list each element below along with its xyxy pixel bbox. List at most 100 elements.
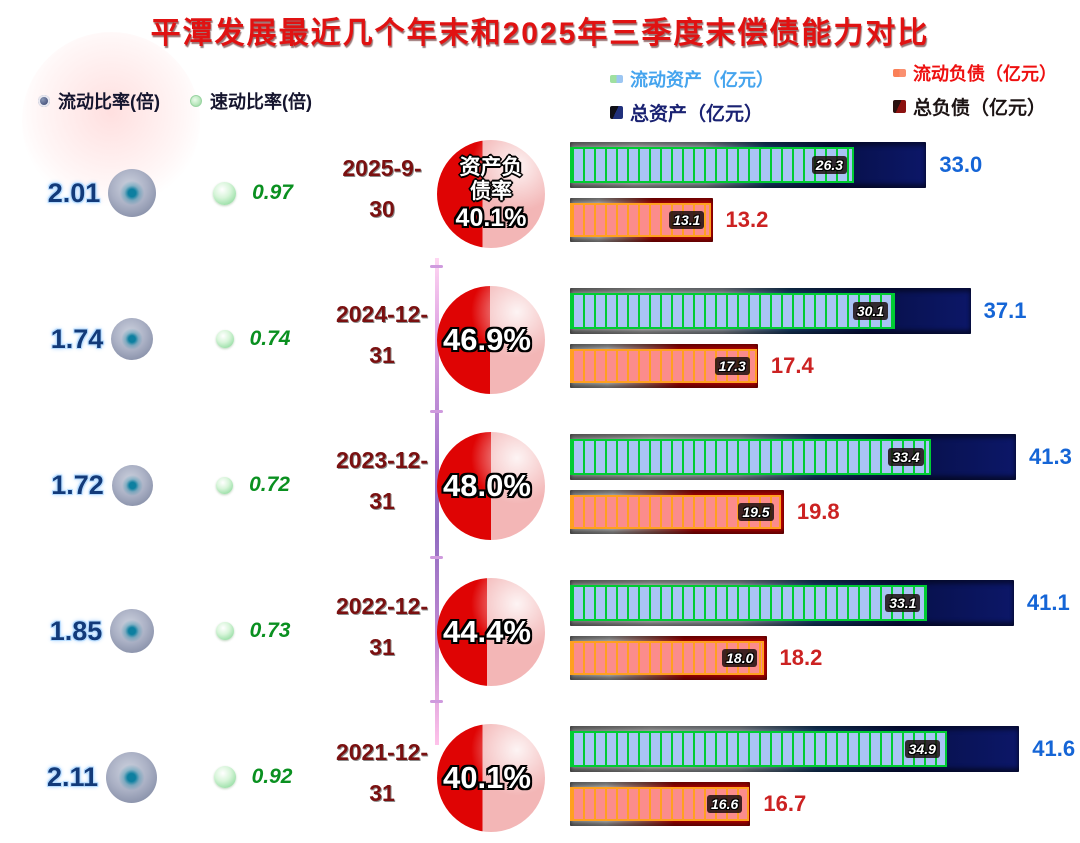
current-ratio-sphere-icon (110, 609, 155, 653)
legend-current-ratio-label: 流动比率(倍) (58, 92, 160, 112)
current-liabilities-bar: 16.6 (570, 787, 750, 821)
period-date-line2: 30 (369, 196, 395, 222)
current-ratio-sphere-icon (111, 464, 153, 506)
legend-total-assets-label: 总资产（亿元） (630, 104, 764, 125)
current-liabilities-bar: 19.5 (570, 495, 781, 529)
ratio-legend: 流动比率(倍) 速动比率(倍) (38, 88, 312, 114)
current-ratio-value: 2.01 (47, 177, 101, 208)
current-assets-value: 33.4 (888, 448, 924, 466)
total-assets-bar: 26.3 (570, 142, 927, 188)
quick-ratio-value: 0.74 (249, 327, 291, 350)
data-row: 1.85 0.73 2022-12- 31 44.4% 33.1 41.1 18… (0, 568, 1080, 714)
debt-ratio-value: 46.9% (443, 322, 531, 357)
total-assets-bar: 30.1 (570, 288, 971, 334)
liabilities-bar-row: 18.0 18.2 (570, 636, 1080, 680)
liabilities-bar-row: 19.5 19.8 (570, 490, 1080, 534)
timeline-tick (430, 556, 443, 559)
current-assets-marker-icon (610, 75, 623, 83)
current-ratio-group: 2.11 (22, 714, 182, 840)
total-assets-value: 41.1 (1026, 590, 1070, 615)
current-ratio-group: 1.72 (22, 422, 182, 548)
current-assets-value: 33.1 (885, 594, 921, 612)
debt-ratio-caption-line1: 资产负 (459, 155, 523, 179)
debt-ratio-text: 44.4% (437, 578, 545, 686)
data-row: 1.74 0.74 2024-12- 31 46.9% 30.1 37.1 17… (0, 276, 1080, 422)
total-assets-bar: 33.1 (570, 580, 1014, 626)
current-ratio-value: 1.72 (51, 469, 104, 500)
current-liabilities-value: 13.1 (669, 211, 705, 229)
period-date-line2: 31 (369, 342, 395, 368)
period-date-line2: 31 (369, 634, 395, 660)
total-assets-value: 41.6 (1032, 736, 1076, 761)
debt-ratio-pie: 48.0% (437, 432, 545, 540)
period-date: 2022-12- 31 (328, 592, 436, 662)
liabilities-legend: 流动负债（亿元） 总负债（亿元） (893, 60, 1057, 120)
liabilities-bar-row: 13.1 13.2 (570, 198, 1080, 242)
current-liabilities-marker-icon (893, 69, 906, 77)
total-assets-bar: 33.4 (570, 434, 1017, 480)
current-liabilities-bar: 13.1 (570, 203, 712, 237)
debt-ratio-text: 48.0% (437, 432, 545, 540)
quick-ratio-group: 0.97 (187, 130, 319, 256)
quick-ratio-value: 0.92 (251, 765, 293, 788)
current-assets-value: 30.1 (852, 302, 889, 320)
current-liabilities-value: 19.5 (738, 503, 774, 521)
current-assets-bar: 26.3 (570, 147, 855, 183)
debt-ratio-text: 资产负 债率 40.1% (437, 140, 545, 248)
assets-bar-row: 30.1 37.1 (570, 288, 1080, 334)
timeline-axis (435, 258, 439, 745)
current-ratio-group: 2.01 (22, 130, 182, 256)
debt-ratio-caption-line2: 债率 (470, 179, 512, 203)
current-ratio-value: 1.74 (50, 323, 104, 354)
chart-title: 平潭发展最近几个年末和2025年三季度末偿债能力对比 (150, 17, 930, 50)
current-ratio-dot-icon (38, 95, 50, 107)
quick-ratio-dot-icon (190, 95, 202, 107)
quick-ratio-sphere-icon (215, 622, 234, 640)
current-assets-value: 26.3 (811, 156, 848, 174)
quick-ratio-value: 0.97 (252, 181, 293, 204)
debt-ratio-pie: 40.1% (437, 724, 545, 832)
legend-total-liabilities-label: 总负债（亿元） (913, 98, 1047, 119)
debt-ratio-pie: 资产负 债率 40.1% (437, 140, 545, 248)
period-date-line2: 31 (369, 488, 395, 514)
total-liabilities-value: 17.4 (770, 353, 814, 378)
assets-bar-row: 34.9 41.6 (570, 726, 1080, 772)
period-date-line2: 31 (369, 780, 395, 806)
current-ratio-sphere-icon (108, 169, 157, 217)
period-date-line1: 2025-9- (342, 155, 422, 181)
total-liabilities-value: 18.2 (779, 645, 823, 670)
debt-ratio-text: 40.1% (437, 724, 545, 832)
quick-ratio-group: 0.92 (187, 714, 319, 840)
total-assets-bar: 34.9 (570, 726, 1020, 772)
current-liabilities-bar: 17.3 (570, 349, 757, 383)
current-ratio-value: 2.11 (46, 761, 99, 792)
total-liabilities-bar: 17.3 (570, 344, 758, 388)
quick-ratio-group: 0.72 (187, 422, 319, 548)
quick-ratio-value: 0.73 (249, 619, 291, 642)
debt-ratio-value: 40.1% (455, 203, 527, 232)
quick-ratio-group: 0.74 (187, 276, 319, 402)
legend-quick-ratio-label: 速动比率(倍) (210, 92, 312, 112)
legend-current-liabilities: 流动负债（亿元） (893, 60, 1057, 86)
debt-ratio-pie: 46.9% (437, 286, 545, 394)
liabilities-bar-row: 17.3 17.4 (570, 344, 1080, 388)
quick-ratio-sphere-icon (215, 330, 234, 348)
total-liabilities-marker-icon (893, 100, 906, 113)
data-row: 2.01 0.97 2025-9- 30 资产负 债率 40.1% 26.3 3… (0, 130, 1080, 276)
current-ratio-sphere-icon (106, 751, 158, 803)
total-assets-marker-icon (610, 106, 623, 119)
current-liabilities-value: 16.6 (707, 795, 743, 813)
debt-ratio-caption: 资产负 债率 (460, 156, 523, 204)
current-assets-value: 34.9 (904, 740, 940, 758)
liabilities-bar-row: 16.6 16.7 (570, 782, 1080, 826)
assets-bar-row: 33.4 41.3 (570, 434, 1080, 480)
assets-bar-row: 26.3 33.0 (570, 142, 1080, 188)
period-date: 2021-12- 31 (328, 738, 436, 808)
timeline-tick (430, 265, 443, 268)
debt-ratio-value: 40.1% (443, 760, 531, 795)
legend-total-liabilities: 总负债（亿元） (893, 93, 1057, 120)
period-date-line1: 2021-12- (335, 739, 429, 765)
total-assets-value: 41.3 (1029, 444, 1072, 469)
assets-legend: 流动资产（亿元） 总资产（亿元） (610, 66, 774, 126)
